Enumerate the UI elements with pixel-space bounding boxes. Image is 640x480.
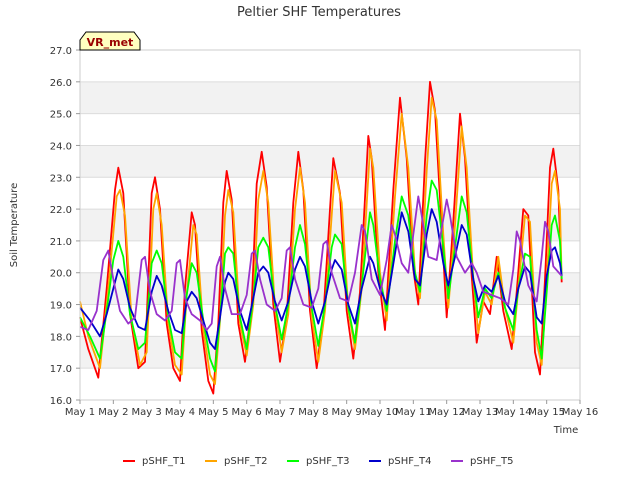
grid-band: [80, 145, 580, 178]
x-tick-label: May 12: [428, 407, 465, 418]
legend-label: pSHF_T2: [224, 456, 267, 467]
x-tick-label: May 14: [495, 407, 532, 418]
x-axis-ticks: May 1 May 2 May 3 May 4 May 5 May 6 May 7 May 8…: [65, 400, 598, 418]
y-tick-label: 22.0: [50, 205, 72, 216]
grid-band: [80, 336, 580, 369]
x-tick-label: May 6: [232, 407, 262, 418]
y-tick-label: 25.0: [50, 110, 72, 121]
x-tick-label: May 11: [395, 407, 432, 418]
legend-label: pSHF_T4: [388, 456, 431, 467]
site-badge: VR_met: [79, 31, 141, 51]
y-tick-label: 18.0: [50, 332, 72, 343]
chart-title: Peltier SHF Temperatures: [237, 5, 401, 20]
badge-text: VR_met: [87, 36, 134, 49]
y-tick-label: 24.0: [50, 141, 72, 152]
legend-item-pSHF_T5: pSHF_T5: [451, 456, 513, 467]
y-tick-label: 19.0: [50, 301, 72, 312]
legend: pSHF_T1 pSHF_T2 pSHF_T3 pSHF_T4 pSHF_T5: [123, 456, 513, 467]
x-tick-label: May 2: [98, 407, 128, 418]
x-tick-label: May 15: [528, 407, 565, 418]
y-tick-label: 26.0: [50, 78, 72, 89]
y-tick-label: 27.0: [50, 46, 72, 57]
series-line-pSHF_T2: [79, 96, 563, 385]
x-tick-label: May 13: [462, 407, 499, 418]
legend-item-pSHF_T3: pSHF_T3: [287, 456, 349, 467]
x-tick-label: May 5: [198, 407, 228, 418]
legend-label: pSHF_T5: [470, 456, 513, 467]
grid-band: [80, 81, 580, 114]
plot-frame: [79, 49, 581, 401]
y-tick-label: 20.0: [50, 269, 72, 280]
y-axis-ticks: 16.0 17.0 18.0 19.0 20.0 21.0 22.0 23.0 24.0 25.0…: [50, 46, 80, 407]
x-tick-label: May 9: [332, 407, 362, 418]
legend-label: pSHF_T3: [306, 456, 349, 467]
x-tick-label: May 4: [165, 407, 195, 418]
legend-item-pSHF_T1: pSHF_T1: [123, 456, 185, 467]
series-line-pSHF_T5: [79, 195, 563, 331]
x-tick-label: May 7: [265, 407, 295, 418]
legend-item-pSHF_T2: pSHF_T2: [205, 456, 267, 467]
y-tick-label: 21.0: [50, 237, 72, 248]
badge-shape: [79, 31, 141, 51]
y-tick-label: 16.0: [50, 396, 72, 407]
y-tick-label: 17.0: [50, 364, 72, 375]
legend-label: pSHF_T1: [142, 456, 185, 467]
x-tick-label: May 8: [298, 407, 328, 418]
y-tick-label: 23.0: [50, 173, 72, 184]
background-bands: [80, 81, 580, 369]
x-tick-label: May 16: [562, 407, 599, 418]
y-axis-label: Soil Temperature: [9, 183, 20, 268]
series-layer: [79, 80, 563, 395]
series-line-pSHF_T4: [79, 208, 563, 350]
x-axis-label: Time: [553, 425, 578, 436]
x-tick-label: May 1: [65, 407, 95, 418]
legend-item-pSHF_T4: pSHF_T4: [369, 456, 431, 467]
x-tick-label: May 3: [132, 407, 162, 418]
x-tick-label: May 10: [362, 407, 399, 418]
